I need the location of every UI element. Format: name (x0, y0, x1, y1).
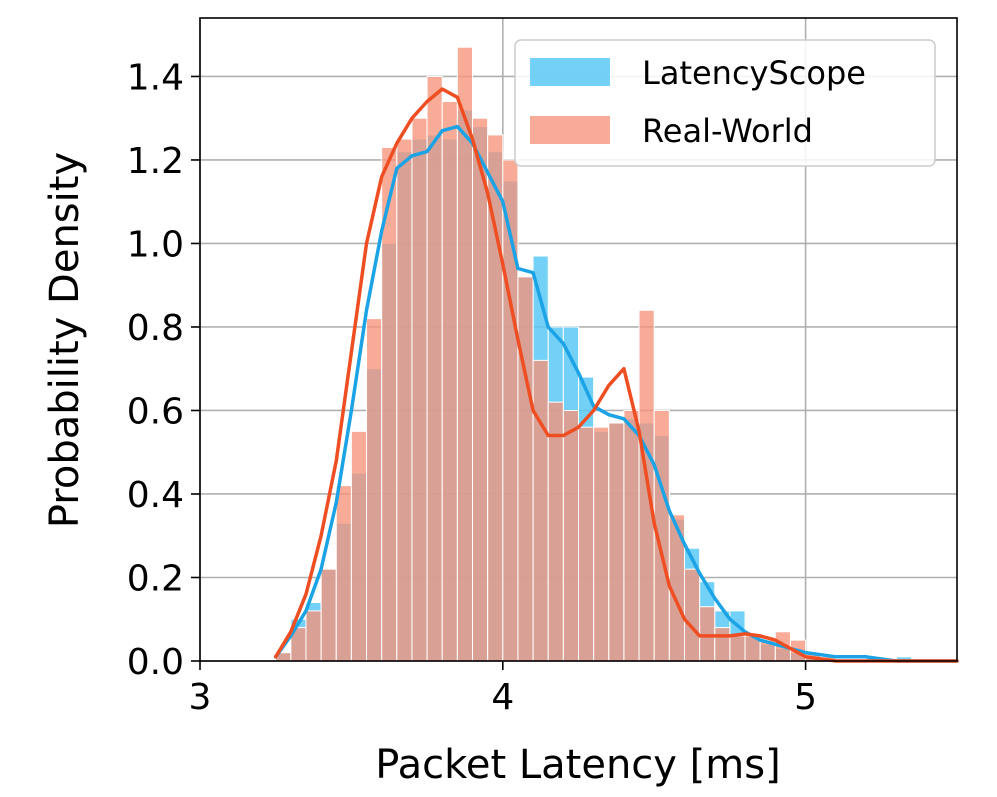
y-tick-label: 0.0 (127, 642, 184, 683)
bar-real-world (699, 606, 716, 662)
bar-real-world (411, 117, 428, 662)
bar-real-world (320, 568, 337, 662)
bar-real-world (729, 635, 746, 662)
bar-real-world (426, 75, 443, 662)
bar-real-world (441, 101, 458, 662)
bar-real-world (396, 138, 413, 662)
y-tick-label: 1.2 (127, 141, 184, 182)
x-axis-label: Packet Latency [ms] (375, 742, 780, 788)
plot-frame (199, 17, 958, 662)
bar-real-world (578, 426, 595, 662)
bar-real-world (305, 610, 322, 662)
legend-swatch-real-world (530, 116, 610, 144)
y-axis-label: Probability Density (42, 152, 88, 528)
bar-real-world (547, 401, 564, 662)
bar-real-world (593, 426, 610, 662)
x-tick-label: 5 (794, 677, 817, 718)
legend-label-real-world: Real-World (642, 112, 813, 150)
y-tick-label: 1.4 (127, 57, 184, 98)
bar-real-world (608, 422, 625, 662)
y-tick-label: 1.0 (127, 224, 184, 265)
y-tick-label: 0.8 (127, 308, 184, 349)
kde-line-real-world (273, 87, 959, 663)
y-tick-label: 0.2 (127, 558, 184, 599)
x-tick-label: 3 (189, 677, 212, 718)
legend: LatencyScope Real-World (514, 39, 936, 167)
legend-box (514, 39, 936, 167)
legend-label-latencyscope: LatencyScope (642, 54, 866, 92)
kde-line-latencyscope (273, 124, 959, 663)
x-tick-label: 4 (491, 677, 514, 718)
y-tick-label: 0.6 (127, 391, 184, 432)
kde-lines (273, 87, 959, 663)
bar-real-world (683, 568, 701, 662)
y-tick-label: 0.4 (127, 475, 184, 516)
bar-real-world (532, 359, 549, 662)
legend-swatch-latencyscope (530, 58, 610, 86)
bar-real-world (335, 485, 352, 662)
bar-real-world (517, 276, 534, 662)
bar-real-world (562, 409, 579, 662)
bar-real-world (350, 430, 368, 662)
bar-real-world (366, 318, 383, 662)
bar-real-world (623, 409, 640, 662)
bar-real-world (487, 134, 504, 662)
bar-real-world (472, 117, 489, 662)
axis-ticks: 3 4 5 0.0 0.2 0.4 0.6 0.8 1.0 1.2 1.4 (127, 57, 817, 718)
bar-real-world (714, 627, 731, 662)
